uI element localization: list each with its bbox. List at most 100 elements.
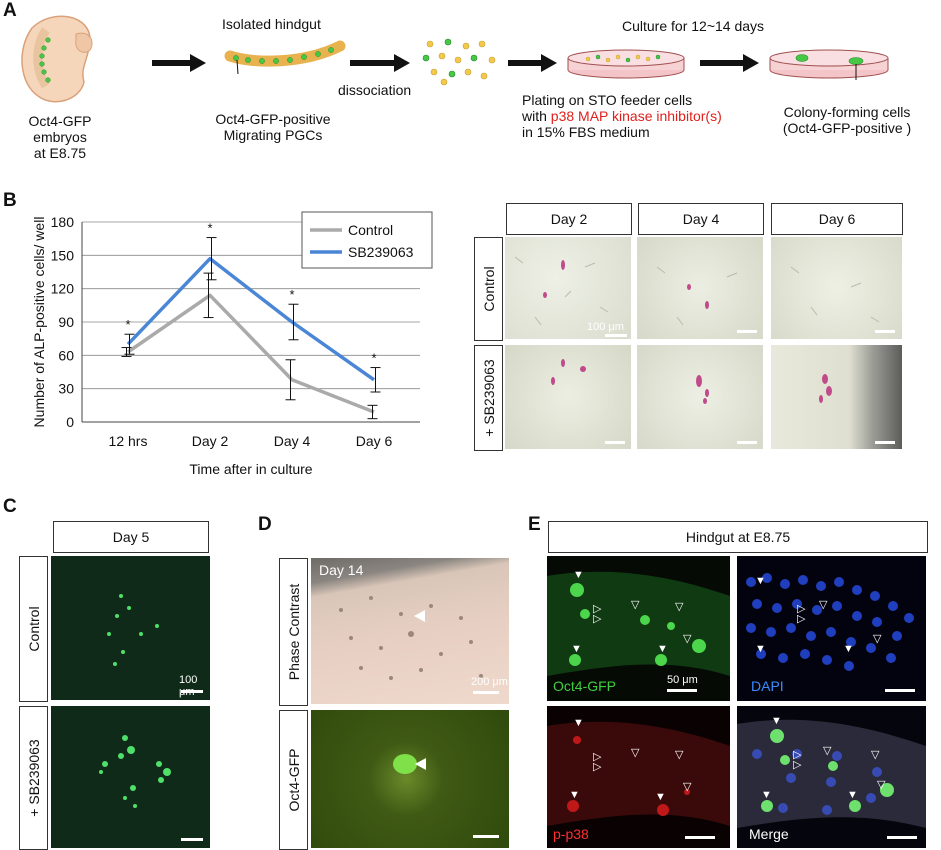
embryo-label: Oct4-GFP embryos at E8.75: [4, 113, 116, 161]
significance-star: *: [125, 317, 130, 332]
arrowhead-open-icon: ▷: [593, 751, 602, 763]
embryo-label-line1: Oct4-GFP embryos: [28, 113, 92, 145]
arrowhead-open-icon: ▷: [793, 749, 802, 761]
panel-b-label: B: [3, 190, 17, 211]
plating-line3: in 15% FBS medium: [522, 124, 650, 140]
plating-line1: Plating on STO feeder cells: [522, 92, 693, 108]
d-img-gfp: [311, 710, 509, 848]
hindgut-illustration: [224, 40, 346, 74]
inhibitor-text: p38 MAP kinase inhibitor(s): [550, 108, 722, 124]
b-scale-bar: [605, 441, 625, 444]
y-tick-label: 120: [51, 281, 75, 297]
arrowhead-filled-icon: ▼: [571, 643, 582, 655]
arrowhead-filled-icon: ▼: [755, 575, 766, 587]
c-header: Day 5: [53, 521, 209, 553]
significance-star: *: [371, 351, 376, 366]
arrowhead-filled-icon: ▼: [755, 643, 766, 655]
y-tick-label: 90: [58, 314, 74, 330]
arrowhead-open-icon: ▽: [819, 599, 828, 611]
x-tick-label: Day 2: [192, 433, 229, 449]
plating-text: Plating on STO feeder cells with p38 MAP…: [522, 92, 722, 140]
arrowhead-open-icon: ▽: [631, 599, 640, 611]
b-scale-bar: [875, 441, 895, 444]
arrowhead-open-icon: ▽: [683, 633, 692, 645]
b-scale-text: 100 μm: [587, 321, 624, 333]
e-scale-text: 50 μm: [667, 674, 698, 686]
e-img-dapi: ▼ ▷ ▷ ▽ ▽ ▼ ▼ DAPI: [737, 556, 926, 701]
d-row-label-gfp: Oct4-GFP: [279, 710, 308, 850]
arrowhead-filled-icon: ▼: [761, 789, 772, 801]
alp-line-chart: 0 30 60 90 120 150 180 12 hrs Day 2 Day 4 Day 6 Tim…: [31, 211, 433, 477]
b-col-header-day2: Day 2: [506, 203, 632, 235]
b-img-control-day2: 100 μm: [505, 237, 631, 339]
hindgut-label-line2: Migrating PGCs: [223, 127, 323, 143]
c-scale-text: 100 μm: [179, 674, 198, 698]
legend-label-control: Control: [348, 222, 393, 238]
arrowhead-open-icon: ▷: [797, 603, 806, 615]
b-scale-bar: [737, 441, 757, 444]
x-tick-label: Day 6: [356, 433, 393, 449]
arrowhead-filled-icon: ▼: [573, 569, 584, 581]
colony-label: Colony-forming cells (Oct4-GFP-positive …: [772, 104, 922, 136]
panel-d-label: D: [258, 514, 272, 535]
b-col-header-day6: Day 6: [771, 203, 903, 235]
colony-arrowhead-icon: [415, 758, 426, 770]
y-axis-label: Number of ALP-positive cells/ well: [31, 217, 47, 428]
dissociation-label: dissociation: [338, 82, 412, 98]
d-scale-bar: [473, 691, 499, 694]
e-dapi-label: DAPI: [751, 678, 784, 694]
b-scale-bar: [875, 330, 895, 333]
arrowhead-open-icon: ▷: [793, 759, 802, 771]
plating-line2: with p38 MAP kinase inhibitor(s): [522, 108, 722, 124]
legend-box: [301, 211, 433, 269]
arrow-1: [152, 54, 206, 72]
arrowhead-open-icon: ▽: [823, 745, 832, 757]
b-scale-bar: [605, 334, 627, 337]
y-tick-label: 60: [58, 347, 74, 363]
c-img-sb: [51, 706, 210, 848]
b-col-header-day4: Day 4: [638, 203, 764, 235]
e-scale-bar: [887, 836, 917, 839]
arrowhead-open-icon: ▽: [877, 779, 886, 791]
dish-plating: [567, 49, 685, 79]
embryo-label-line2: at E8.75: [33, 145, 87, 161]
b-row-label-sb: + SB239063: [474, 345, 503, 451]
colony-line1: Colony-forming cells: [783, 104, 911, 120]
b-img-control-day4: [637, 237, 763, 339]
x-axis-label: Time after in culture: [189, 461, 312, 477]
y-tick-label: 30: [58, 381, 74, 397]
dish-colony: [769, 49, 889, 80]
b-img-sb-day2: [505, 345, 631, 449]
d-img-phase: Day 14 200 μm: [311, 558, 509, 704]
y-tick-label: 150: [51, 247, 75, 263]
x-tick-label: Day 4: [274, 433, 311, 449]
arrowhead-open-icon: ▽: [871, 749, 880, 761]
embryo-illustration: [21, 15, 93, 103]
d-day-label: Day 14: [319, 562, 364, 578]
y-tick-label: 180: [51, 214, 75, 230]
e-p38-label: p-p38: [553, 826, 589, 842]
hindgut-title: Isolated hindgut: [222, 16, 321, 32]
series-line-sb239063: [126, 256, 376, 382]
significance-star: *: [207, 221, 212, 236]
e-img-p38: ▼ ▷ ▷ ▽ ▽ ▽ ▼ ▼ p-p38: [547, 706, 730, 848]
arrowhead-filled-icon: ▼: [843, 643, 854, 655]
b-scale-bar: [737, 330, 757, 333]
arrow-4: [700, 54, 759, 72]
arrowhead-open-icon: ▽: [631, 747, 640, 759]
arrow-3: [508, 54, 557, 72]
e-img-gfp: ▼ ▷ ▷ ▽ ▽ ▽ ▼ ▼ Oct4-GFP 50 μm: [547, 556, 730, 701]
arrowhead-open-icon: ▷: [593, 603, 602, 615]
culture-label: Culture for 12~14 days: [622, 18, 765, 34]
e-scale-bar: [685, 836, 715, 839]
arrowhead-filled-icon: ▼: [657, 643, 668, 655]
x-tick-label: 12 hrs: [109, 433, 148, 449]
d-row-label-phase-text: Phase Contrast: [285, 583, 302, 681]
b-row-label-control: Control: [474, 237, 503, 341]
arrowhead-filled-icon: ▼: [573, 717, 584, 729]
c-scale-bar: [181, 690, 203, 693]
panel-a-label: A: [3, 0, 17, 21]
b-img-sb-day6: [771, 345, 902, 449]
c-row-label-control-text: Control: [25, 606, 42, 652]
c-row-label-control: Control: [19, 556, 48, 702]
